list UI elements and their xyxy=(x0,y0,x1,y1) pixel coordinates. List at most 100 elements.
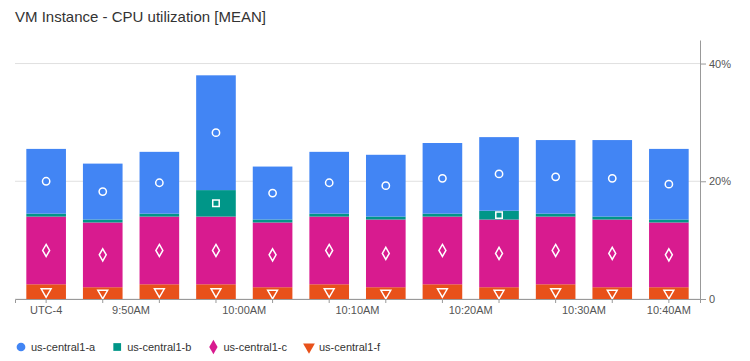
x-tick xyxy=(159,299,160,303)
bar-segment xyxy=(592,287,632,299)
segment-marker xyxy=(496,247,503,259)
x-tick-mark xyxy=(272,299,273,303)
x-tick-label: 10:40AM xyxy=(647,304,691,316)
y-tick-label: 20% xyxy=(709,175,731,187)
legend-symbol xyxy=(303,344,315,354)
legend-item: us-central1-b xyxy=(113,341,191,353)
x-tick-mark xyxy=(385,299,386,303)
legend-item: us-central1-f xyxy=(303,341,381,354)
bar-segment xyxy=(649,222,689,287)
x-tick-label: 10:30AM xyxy=(562,304,606,316)
legend-label: us-central1-c xyxy=(223,341,287,353)
bar-segment xyxy=(140,214,180,217)
segment-marker xyxy=(494,290,504,299)
legend-symbol xyxy=(113,343,121,351)
x-tick: 10:20AM xyxy=(442,299,492,316)
series-2 xyxy=(26,190,688,222)
y-axis: 020%40% xyxy=(700,41,731,306)
bar-segment xyxy=(423,217,463,285)
legend-label: us-central1-b xyxy=(127,341,191,353)
bars xyxy=(26,75,688,299)
segment-marker xyxy=(211,289,221,298)
bar-segment xyxy=(253,167,293,220)
x-tick-mark xyxy=(102,299,103,303)
bar-segment xyxy=(366,220,406,288)
segment-marker xyxy=(268,290,278,299)
series-1 xyxy=(26,217,688,288)
segment-marker xyxy=(552,173,559,180)
segment-marker xyxy=(156,244,163,256)
bar-segment xyxy=(649,287,689,299)
bar-segment xyxy=(196,284,236,299)
segment-marker xyxy=(439,175,446,182)
bar-segment xyxy=(83,222,123,287)
bar-segment xyxy=(423,143,463,214)
y-tick: 0 xyxy=(700,293,715,305)
segment-marker xyxy=(99,188,106,195)
segment-marker xyxy=(382,182,389,189)
segment-marker xyxy=(495,170,502,177)
segment-marker xyxy=(551,289,561,298)
x-tick-label: UTC-4 xyxy=(30,304,62,316)
series-3 xyxy=(26,75,688,219)
bar-segment xyxy=(366,217,406,220)
x-tick-mark xyxy=(215,299,216,303)
x-tick: 10:00AM xyxy=(216,299,266,316)
plot: UTC-4 9:50AM 10:00AM 10:10AM 10:20AM 10:30AM 1… xyxy=(15,41,731,316)
bar-segment xyxy=(536,214,576,217)
bar-segment xyxy=(253,222,293,287)
x-tick-label: 9:50AM xyxy=(112,304,150,316)
bar-segment xyxy=(26,284,66,299)
y-tick-mark xyxy=(700,299,706,300)
segment-marker xyxy=(665,249,672,261)
x-tick-mark xyxy=(46,299,47,303)
x-tick-mark xyxy=(668,299,669,303)
segment-marker xyxy=(99,249,106,261)
legend-label: us-central1-f xyxy=(319,341,381,353)
bar-segment xyxy=(479,211,519,220)
x-tick xyxy=(272,299,273,303)
bar-segment xyxy=(140,152,180,214)
x-tick-mark xyxy=(442,299,443,303)
bar-segment xyxy=(253,220,293,223)
segment-marker xyxy=(439,244,446,256)
bar-segment xyxy=(536,217,576,285)
x-tick xyxy=(499,299,500,303)
x-tick-mark xyxy=(329,299,330,303)
bar-segment xyxy=(649,149,689,220)
bar-segment xyxy=(536,140,576,214)
grid-line xyxy=(15,63,700,64)
bar-segment xyxy=(26,214,66,217)
bar-segment xyxy=(83,164,123,220)
segment-marker xyxy=(437,289,447,298)
bar-segment xyxy=(196,190,236,216)
legend-item: us-central1-a xyxy=(17,341,96,353)
bar-segment xyxy=(366,155,406,217)
y-tick: 20% xyxy=(700,175,731,187)
x-tick: 9:50AM xyxy=(103,299,150,316)
bar-segment xyxy=(309,152,349,214)
bar-segment xyxy=(309,217,349,285)
bar-segment xyxy=(479,220,519,288)
segment-marker xyxy=(154,289,164,298)
x-tick: 10:10AM xyxy=(329,299,379,316)
x-tick-label: 10:10AM xyxy=(335,304,379,316)
bar-segment xyxy=(649,220,689,223)
x-tick: UTC-4 xyxy=(30,299,62,316)
segment-marker xyxy=(42,178,49,185)
segment-marker xyxy=(665,181,672,188)
segment-marker xyxy=(326,179,333,186)
x-tick-mark xyxy=(555,299,556,303)
segment-marker xyxy=(98,290,108,299)
bar-segment xyxy=(423,214,463,217)
bar-segment xyxy=(536,284,576,299)
segment-marker xyxy=(156,179,163,186)
bar-segment xyxy=(479,137,519,211)
bar-segment xyxy=(196,75,236,190)
segment-marker xyxy=(324,289,334,298)
x-tick-mark xyxy=(612,299,613,303)
segment-marker xyxy=(269,189,276,196)
segment-marker xyxy=(382,247,389,259)
x-axis-line xyxy=(16,300,701,304)
segment-marker xyxy=(212,129,219,136)
